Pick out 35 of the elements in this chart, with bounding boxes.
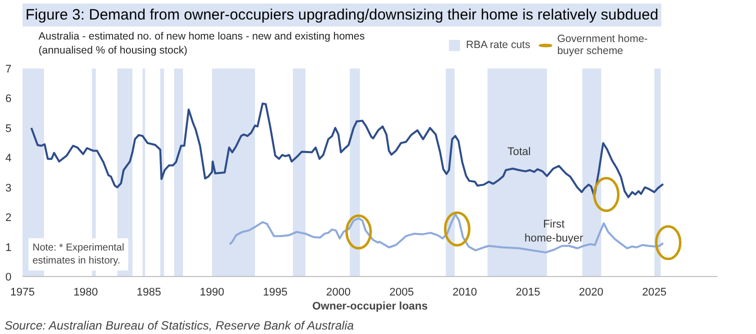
y-tick-label: 3 (5, 182, 12, 194)
y-tick-label: 0 (5, 272, 12, 284)
y-tick-label: 5 (5, 122, 12, 135)
x-tick-label: 1985 (136, 286, 162, 298)
y-tick-label: 1 (5, 242, 12, 254)
x-tick-label: 2025 (642, 286, 667, 298)
point (593, 176, 620, 212)
source-note: Source: Australian Bureau of Statistics, Reserve Bank of Australia (4, 318, 354, 332)
line-series (228, 213, 664, 254)
point (345, 214, 372, 250)
legend-label: RBA rate cuts (466, 39, 530, 51)
x-tick-label: 1995 (262, 286, 288, 298)
chart-title: Figure 3: Demand from owner-occupiers upgrading/downsizing their home is relatively subdued (26, 6, 658, 24)
annotation: Note: * Experimental estimates in history. (32, 242, 124, 266)
x-tick-label: 2010 (452, 286, 478, 298)
series-label: First home-buyer (524, 218, 584, 245)
point (654, 225, 682, 260)
point (444, 211, 470, 247)
x-tick-label: 2015 (516, 286, 540, 298)
y-axis-title: (annualised % of housing stock) (38, 44, 188, 56)
legend-label: Government home-buyer scheme (557, 33, 648, 57)
y-tick-label: 2 (5, 212, 12, 224)
x-tick-label: 2005 (389, 286, 414, 298)
line-series (30, 102, 664, 198)
x-tick-label: 2000 (326, 286, 351, 298)
x-tick-label: 1990 (200, 286, 224, 298)
x-tick-label: 2020 (578, 286, 604, 298)
series-label: Total (507, 146, 531, 158)
y-tick-label: 6 (5, 93, 12, 106)
y-tick-label: 4 (5, 152, 12, 165)
x-axis-title: Owner-occupier loans (312, 300, 428, 312)
x-tick-label: 1975 (10, 286, 35, 298)
x-tick-label: 1980 (73, 286, 98, 298)
chart-subtitle: Australia - estimated no. of new home loans - new and existing homes (38, 30, 365, 42)
y-tick-label: 7 (5, 64, 12, 76)
